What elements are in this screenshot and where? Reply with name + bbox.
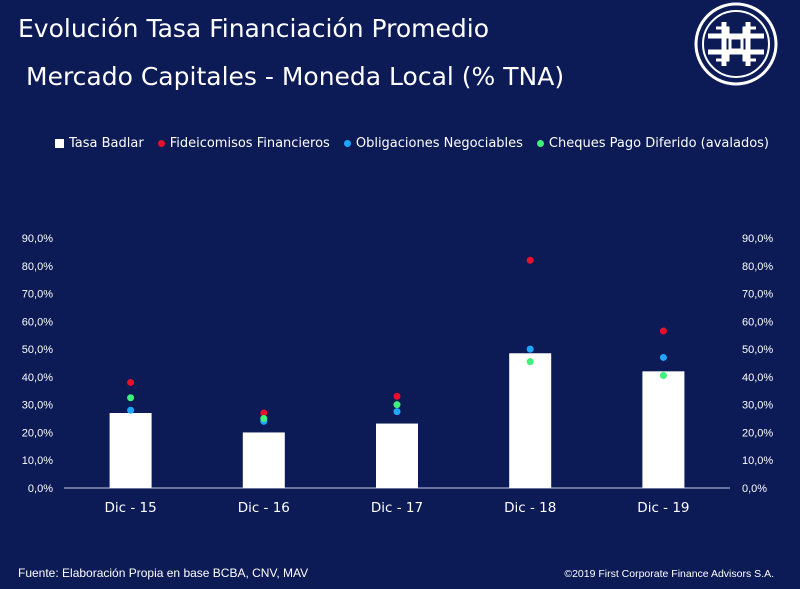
legend-green-dot-icon: [536, 140, 544, 147]
dot-obligaciones: [127, 406, 135, 414]
y-tick-label-left: 10,0%: [22, 455, 53, 467]
x-tick-label: Dic - 15: [104, 500, 156, 516]
y-tick-label-left: 80,0%: [22, 261, 53, 273]
bar-tasa-badlar: [376, 423, 418, 488]
legend-item-fideicomisos: Fideicomisos Financieros: [157, 136, 330, 151]
dot-fideicomisos: [526, 256, 534, 264]
y-tick-label-left: 90,0%: [22, 233, 53, 245]
y-tick-label-right: 90,0%: [742, 233, 773, 245]
legend-blue-dot-icon: [343, 140, 351, 147]
source-note: Fuente: Elaboración Propia en base BCBA,…: [18, 566, 309, 580]
chart-title-line-2: Mercado Capitales - Moneda Local (% TNA): [26, 62, 565, 91]
dot-fideicomisos: [127, 378, 135, 386]
chart-plot-area: 0,0% 0,0% 10,0% 10,0% 20,0% 20,0% 30,0% 30,0% 40…: [22, 233, 774, 516]
legend-item-cheques: Cheques Pago Diferido (avalados): [536, 136, 770, 151]
x-tick-label: Dic - 16: [238, 500, 290, 516]
y-tick-label-right: 80,0%: [742, 261, 773, 273]
dot-cheques: [526, 358, 534, 366]
dot-cheques: [659, 372, 667, 379]
y-tick-label-right: 70,0%: [742, 289, 773, 301]
x-tick-label: Dic - 18: [504, 500, 556, 516]
dot-fideicomisos: [659, 327, 667, 335]
x-tick-label: Dic - 19: [637, 500, 689, 516]
dot-cheques: [127, 394, 135, 402]
legend-label: Fideicomisos Financieros: [169, 136, 330, 151]
x-tick-label: Dic - 17: [371, 500, 423, 516]
y-tick-label-left: 30,0%: [22, 400, 53, 412]
y-tick-label-right: 20,0%: [742, 427, 773, 439]
dot-obligaciones: [659, 353, 667, 361]
y-tick-label-left: 40,0%: [22, 372, 53, 384]
y-tick-label-right: 50,0%: [742, 344, 773, 356]
dot-cheques: [393, 401, 401, 409]
dot-fideicomisos: [260, 409, 268, 417]
bar-tasa-badlar: [242, 432, 285, 488]
dot-cheques: [260, 415, 268, 423]
y-tick-label-left: 20,0%: [22, 427, 53, 439]
chart-legend: Tasa Badlar Fideicomisos Financieros Obl…: [55, 136, 775, 151]
dot-obligaciones: [526, 345, 534, 353]
legend-square-icon: [55, 139, 64, 148]
y-tick-label-right: 0,0%: [742, 483, 767, 495]
chart-title-line-1: Evolución Tasa Financiación Promedio: [18, 14, 490, 43]
bar-tasa-badlar: [109, 413, 152, 488]
legend-red-dot-icon: [157, 140, 165, 147]
bar-tasa-badlar: [509, 353, 552, 488]
y-tick-label-right: 30,0%: [742, 400, 773, 412]
copyright-note: ©2019 First Corporate Finance Advisors S…: [564, 568, 774, 580]
legend-label: Cheques Pago Diferido (avalados): [548, 136, 770, 151]
y-tick-label-left: 50,0%: [22, 344, 53, 356]
dot-fideicomisos: [393, 392, 401, 400]
y-tick-label-left: 70,0%: [22, 289, 53, 301]
y-tick-label-right: 40,0%: [742, 372, 773, 384]
legend-label: Tasa Badlar: [69, 136, 144, 151]
y-tick-label-right: 10,0%: [742, 455, 773, 467]
bar-tasa-badlar: [642, 371, 685, 488]
dot-obligaciones: [393, 408, 401, 416]
legend-item-obligaciones: Obligaciones Negociables: [343, 136, 523, 151]
y-tick-label-right: 60,0%: [742, 316, 773, 328]
company-logo-icon: [694, 2, 778, 86]
legend-item-tasa-badlar: Tasa Badlar: [55, 136, 144, 151]
legend-label: Obligaciones Negociables: [355, 136, 523, 151]
y-tick-label-left: 0,0%: [28, 483, 53, 495]
y-tick-label-left: 60,0%: [22, 316, 53, 328]
